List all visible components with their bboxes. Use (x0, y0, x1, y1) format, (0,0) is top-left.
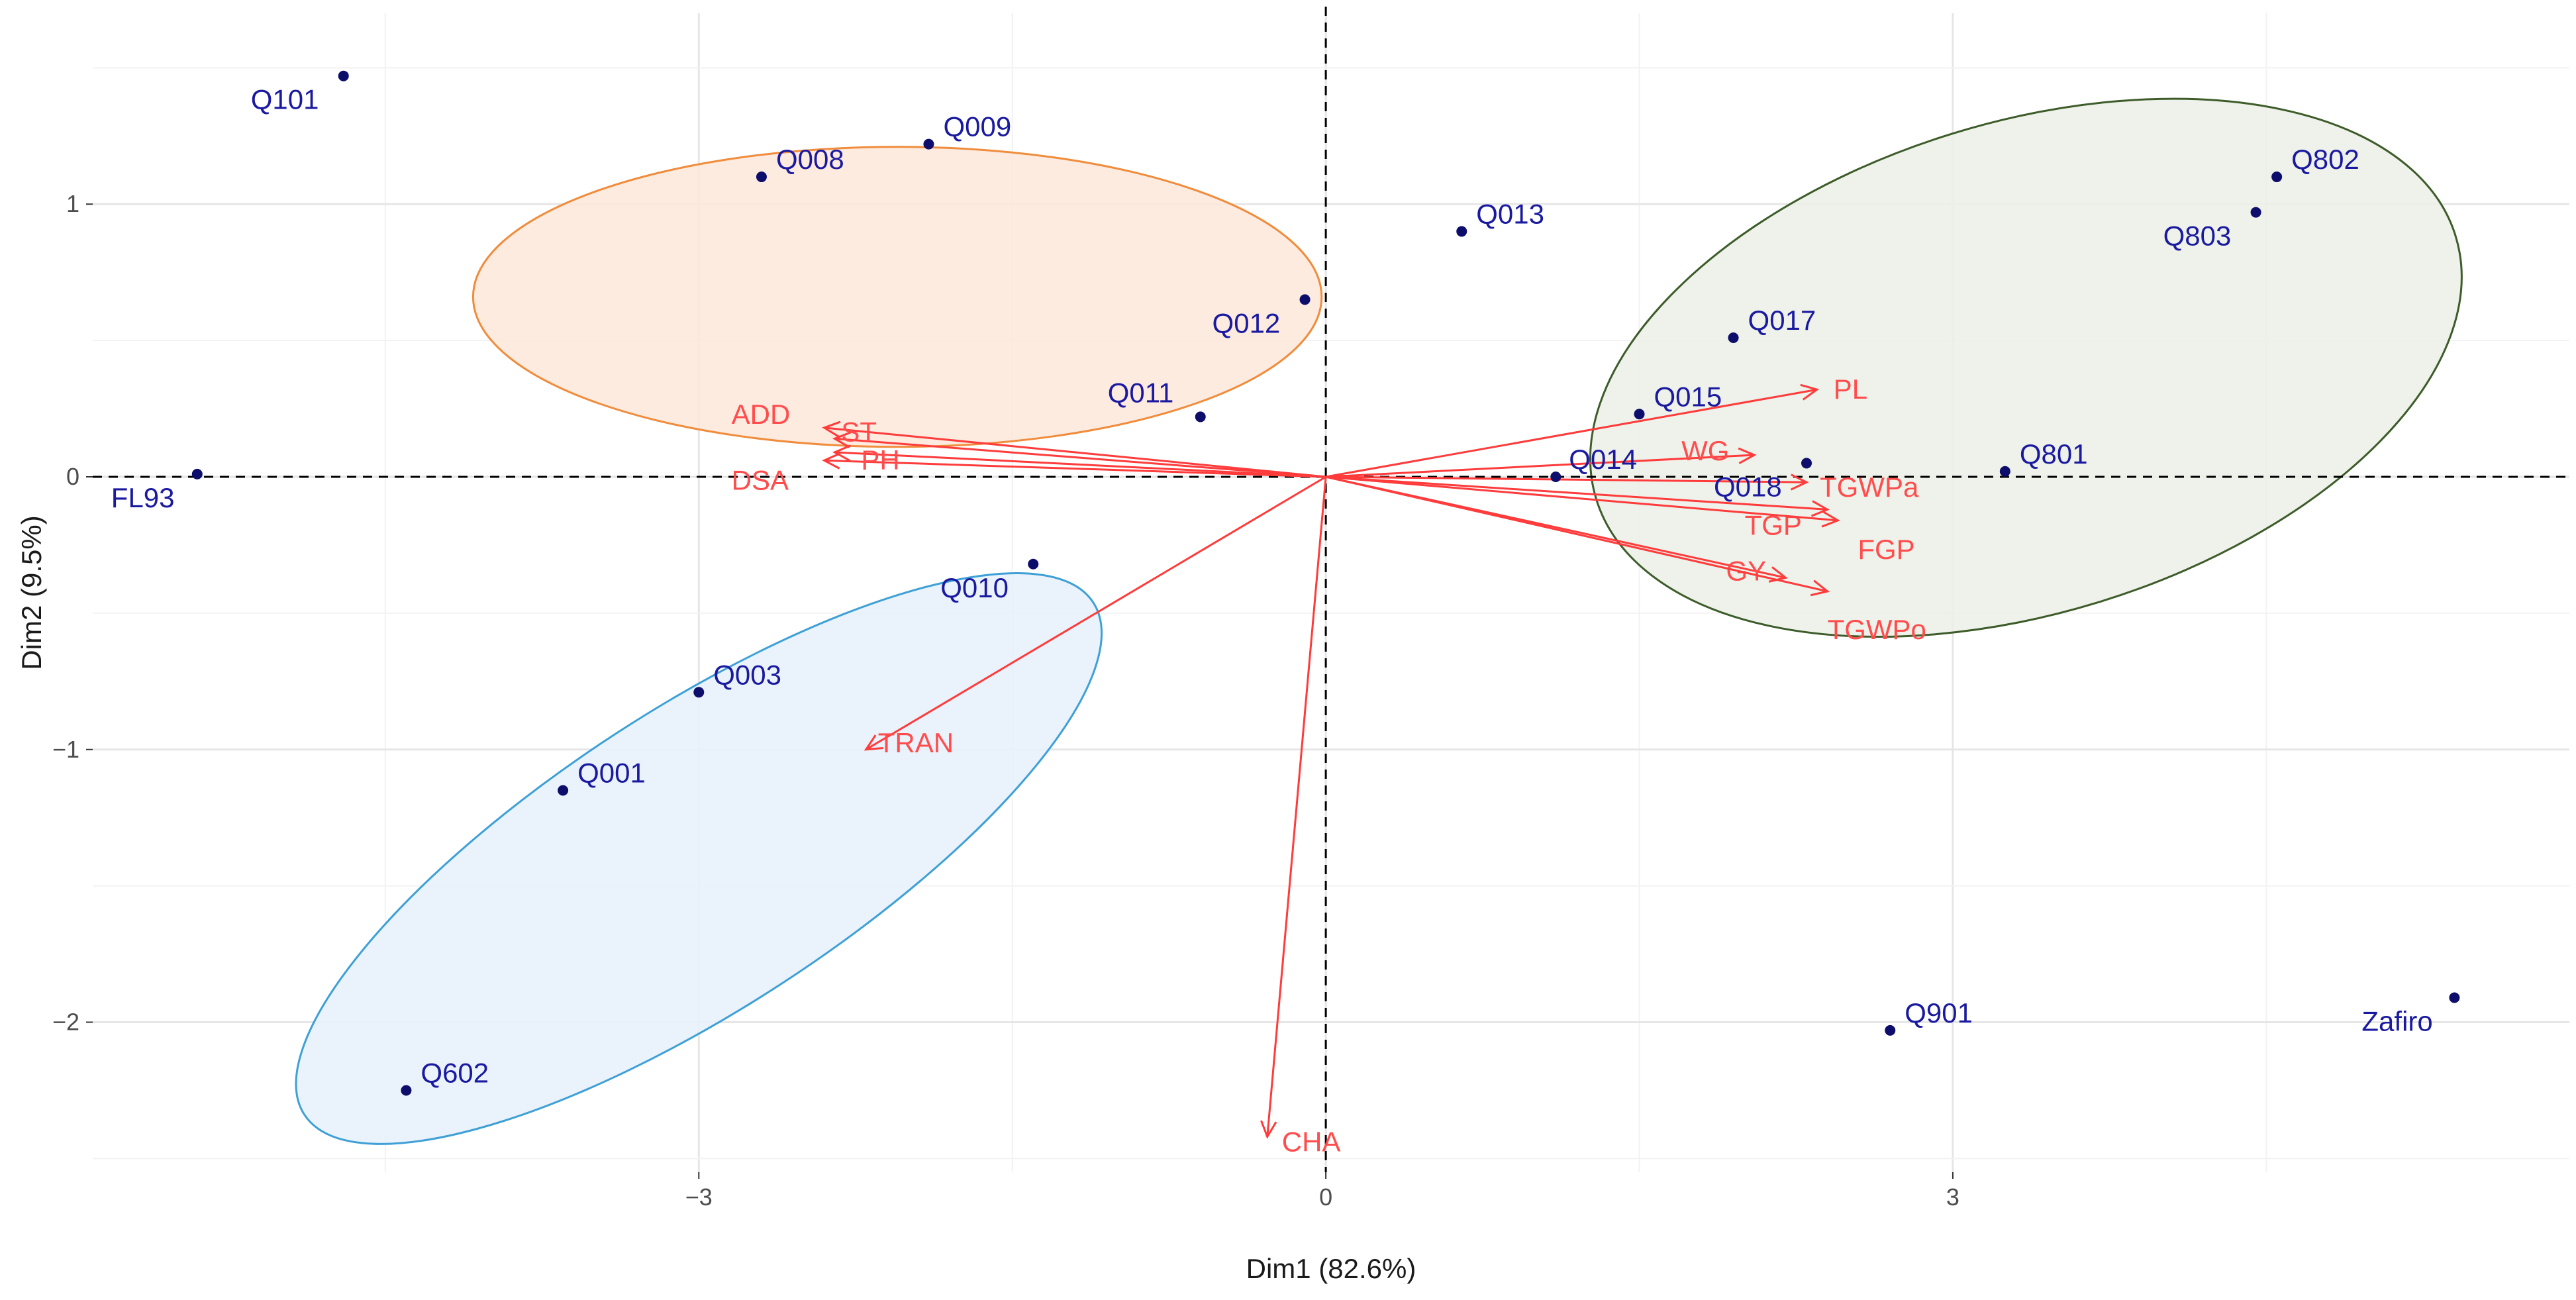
variable-label-ST: ST (841, 416, 877, 447)
point-Q009 (923, 138, 934, 150)
point-Q017 (1728, 332, 1739, 343)
point-label-Q602: Q602 (421, 1057, 489, 1088)
point-Q018 (1801, 458, 1812, 469)
x-tick-label: 0 (1319, 1183, 1332, 1211)
x-axis-title: Dim1 (82.6%) (1246, 1253, 1416, 1284)
variable-label-PL: PL (1834, 374, 1867, 405)
point-label-Q802: Q802 (2291, 144, 2359, 175)
point-Q602 (401, 1085, 412, 1096)
arrowhead-ST (832, 431, 852, 448)
arrow-PH (834, 451, 1326, 478)
variable-label-GY: GY (1726, 555, 1766, 586)
arrow-TGWPo (1325, 475, 1828, 593)
reference-lines (93, 7, 2569, 1172)
individual-points: Q101 Q008 Q009 Q012 Q013 Q802 Q803 Q017 Q015 Q011… (111, 70, 2460, 1096)
variable-label-CHA: CHA (1282, 1126, 1341, 1157)
point-Q012 (1299, 294, 1311, 305)
x-tick-label: 3 (1946, 1183, 1959, 1211)
point-label-Zafiro: Zafiro (2361, 1005, 2432, 1036)
variable-label-TRAN: TRAN (878, 727, 954, 758)
arrow-CHA (1266, 476, 1327, 1137)
point-Q101 (338, 70, 349, 81)
point-label-Q012: Q012 (1213, 307, 1281, 338)
y-tick-label: −2 (52, 1009, 79, 1036)
arrow-PL (1325, 388, 1818, 478)
point-label-Q803: Q803 (2163, 221, 2232, 252)
arrowhead-DSA (822, 452, 841, 470)
point-label-Q009: Q009 (943, 111, 1011, 142)
arrow-DSA (824, 459, 1326, 478)
y-tick-label: 1 (66, 190, 79, 217)
arrow-TGWPa (1326, 475, 1807, 483)
confidence-ellipse-green (1589, 97, 2463, 638)
point-label-Q015: Q015 (1654, 381, 1722, 412)
variable-label-TGWPa: TGWPa (1820, 472, 1919, 503)
arrow-ADD (824, 426, 1326, 478)
point-Q010 (1028, 558, 1039, 570)
point-label-Q101: Q101 (251, 84, 319, 115)
arrow-FGP (1325, 475, 1838, 522)
y-axis-title: Dim2 (9.5%) (16, 515, 47, 670)
point-label-Q003: Q003 (713, 659, 781, 690)
point-Q013 (1456, 226, 1467, 237)
arrowhead-TGWPo (1810, 579, 1830, 597)
arrow-ST (834, 437, 1326, 478)
variable-label-ADD: ADD (732, 399, 791, 430)
point-Q015 (1634, 409, 1645, 420)
y-tick-label: 0 (66, 463, 79, 490)
arrow-TGP (1326, 475, 1828, 511)
point-Q003 (693, 687, 705, 698)
point-label-Q013: Q013 (1476, 198, 1544, 229)
point-Q011 (1195, 411, 1206, 423)
arrowhead-ADD (822, 421, 841, 438)
arrowhead-TRAN (864, 734, 883, 751)
variable-label-TGWPo: TGWPo (1828, 614, 1926, 645)
arrowhead-WG (1738, 447, 1757, 464)
arrowhead-PH (832, 444, 851, 462)
arrowhead-GY (1768, 566, 1788, 583)
point-Q014 (1550, 472, 1561, 482)
arrowhead-FGP (1821, 511, 1840, 528)
point-Zafiro (2449, 992, 2460, 1003)
point-FL93 (191, 468, 203, 479)
arrowhead-TGP (1810, 500, 1830, 517)
arrow-WG (1326, 454, 1755, 478)
arrowhead-CHA (1260, 1120, 1277, 1139)
point-label-Q001: Q001 (577, 758, 646, 789)
variable-label-DSA: DSA (732, 464, 789, 495)
point-label-FL93: FL93 (111, 482, 175, 513)
variable-label-WG: WG (1681, 435, 1729, 466)
y-tick-label: −1 (52, 736, 79, 763)
group-ellipses (295, 97, 2463, 1145)
arrowhead-TGWPa (1790, 474, 1809, 491)
point-Q001 (558, 785, 569, 796)
point-label-Q017: Q017 (1748, 305, 1816, 336)
x-tick-label: −3 (685, 1183, 713, 1211)
point-Q901 (1885, 1025, 1896, 1036)
point-label-Q801: Q801 (2020, 438, 2088, 470)
arrow-TRAN (865, 475, 1326, 751)
confidence-ellipse-orange (471, 146, 1323, 448)
axis-ticks: −3 0 3 −2 −1 0 1 (52, 190, 1959, 1211)
confidence-ellipse-blue (295, 572, 1103, 1145)
point-label-Q011: Q011 (1108, 377, 1174, 408)
variable-label-FGP: FGP (1858, 534, 1914, 565)
point-label-Q008: Q008 (776, 144, 844, 175)
point-label-Q010: Q010 (940, 572, 1009, 603)
point-Q803 (2250, 207, 2261, 218)
point-Q801 (1999, 466, 2010, 477)
point-label-Q018: Q018 (1714, 471, 1782, 502)
point-Q802 (2271, 172, 2283, 183)
point-label-Q014: Q014 (1569, 444, 1637, 475)
point-Q008 (756, 172, 767, 183)
arrowhead-PL (1800, 383, 1820, 401)
point-label-Q901: Q901 (1905, 997, 1973, 1028)
variable-label-PH: PH (861, 444, 899, 475)
